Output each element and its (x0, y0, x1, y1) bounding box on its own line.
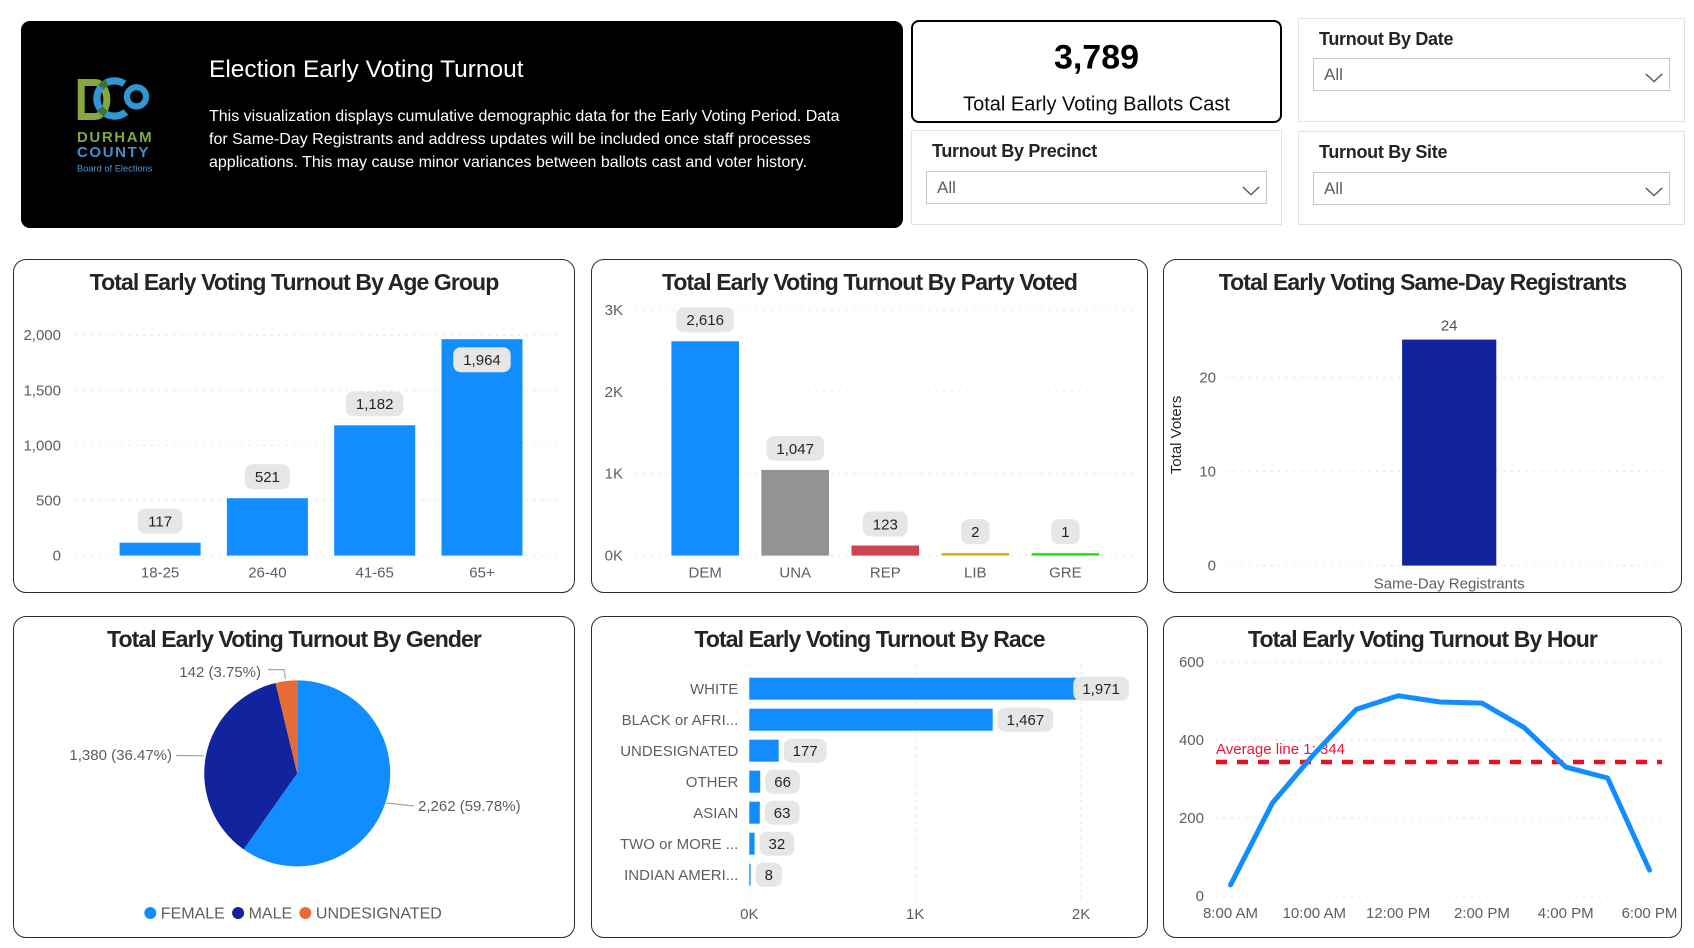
svg-text:BLACK or AFRI...: BLACK or AFRI... (622, 712, 739, 729)
svg-text:521: 521 (255, 469, 280, 486)
svg-text:0: 0 (1208, 558, 1216, 575)
svg-text:24: 24 (1441, 318, 1458, 335)
svg-text:2:00 PM: 2:00 PM (1454, 905, 1510, 922)
svg-text:12:00 PM: 12:00 PM (1366, 905, 1430, 922)
svg-text:600: 600 (1179, 654, 1204, 671)
svg-text:200: 200 (1179, 810, 1204, 827)
svg-text:2,262 (59.78%): 2,262 (59.78%) (418, 798, 521, 815)
svg-text:UNA: UNA (779, 565, 811, 582)
svg-text:2,000: 2,000 (23, 327, 61, 344)
svg-text:3K: 3K (605, 302, 623, 319)
svg-text:2,616: 2,616 (686, 312, 724, 329)
svg-text:INDIAN AMERI...: INDIAN AMERI... (624, 867, 738, 884)
svg-text:1,380 (36.47%): 1,380 (36.47%) (69, 747, 172, 764)
svg-text:Same-Day Registrants: Same-Day Registrants (1374, 576, 1525, 592)
svg-text:18-25: 18-25 (141, 565, 179, 582)
svg-text:65+: 65+ (469, 565, 495, 582)
svg-text:123: 123 (873, 516, 898, 533)
svg-text:10: 10 (1199, 464, 1216, 481)
svg-text:0K: 0K (740, 906, 758, 923)
svg-text:1,047: 1,047 (776, 441, 814, 458)
svg-text:66: 66 (774, 774, 791, 791)
svg-text:32: 32 (769, 836, 786, 853)
svg-text:MALE: MALE (249, 906, 293, 923)
svg-text:GRE: GRE (1049, 565, 1082, 582)
svg-text:1,182: 1,182 (356, 396, 394, 413)
svg-text:2: 2 (971, 524, 979, 541)
svg-text:LIB: LIB (964, 565, 987, 582)
svg-text:UNDESIGNATED: UNDESIGNATED (316, 906, 442, 923)
svg-text:1,964: 1,964 (463, 352, 501, 369)
svg-text:1K: 1K (906, 906, 924, 923)
svg-text:0K: 0K (605, 548, 623, 565)
svg-text:26-40: 26-40 (248, 565, 286, 582)
svg-text:2K: 2K (605, 384, 623, 401)
svg-text:500: 500 (36, 493, 61, 510)
svg-text:1,000: 1,000 (23, 437, 61, 454)
svg-text:142 (3.75%): 142 (3.75%) (179, 664, 261, 681)
svg-text:OTHER: OTHER (686, 774, 739, 791)
svg-text:ASIAN: ASIAN (693, 805, 738, 822)
svg-text:Total Voters: Total Voters (1168, 396, 1185, 474)
svg-text:10:00 AM: 10:00 AM (1283, 905, 1346, 922)
svg-text:Board of Elections: Board of Elections (77, 164, 153, 174)
svg-text:20: 20 (1199, 369, 1216, 386)
svg-text:1,467: 1,467 (1007, 712, 1045, 729)
svg-text:1K: 1K (605, 466, 623, 483)
svg-text:REP: REP (870, 565, 901, 582)
svg-text:DURHAM: DURHAM (77, 129, 153, 146)
svg-text:DEM: DEM (689, 565, 722, 582)
svg-text:41-65: 41-65 (356, 565, 394, 582)
svg-text:400: 400 (1179, 732, 1204, 749)
svg-text:8:00 AM: 8:00 AM (1203, 905, 1258, 922)
svg-text:FEMALE: FEMALE (161, 906, 225, 923)
svg-text:TWO or MORE ...: TWO or MORE ... (620, 836, 738, 853)
svg-text:8: 8 (765, 867, 773, 884)
svg-text:0: 0 (1196, 888, 1204, 905)
svg-text:WHITE: WHITE (690, 681, 738, 698)
svg-text:1: 1 (1061, 524, 1069, 541)
svg-text:117: 117 (148, 514, 172, 531)
svg-text:63: 63 (774, 805, 791, 822)
svg-text:6:00 PM: 6:00 PM (1622, 905, 1678, 922)
svg-text:4:00 PM: 4:00 PM (1538, 905, 1594, 922)
svg-text:2K: 2K (1072, 906, 1090, 923)
svg-text:1,500: 1,500 (23, 382, 61, 399)
svg-text:COUNTY: COUNTY (77, 144, 150, 161)
svg-text:177: 177 (793, 743, 818, 760)
svg-text:1,971: 1,971 (1082, 681, 1120, 698)
svg-text:UNDESIGNATED: UNDESIGNATED (620, 743, 738, 760)
svg-text:0: 0 (53, 548, 61, 565)
